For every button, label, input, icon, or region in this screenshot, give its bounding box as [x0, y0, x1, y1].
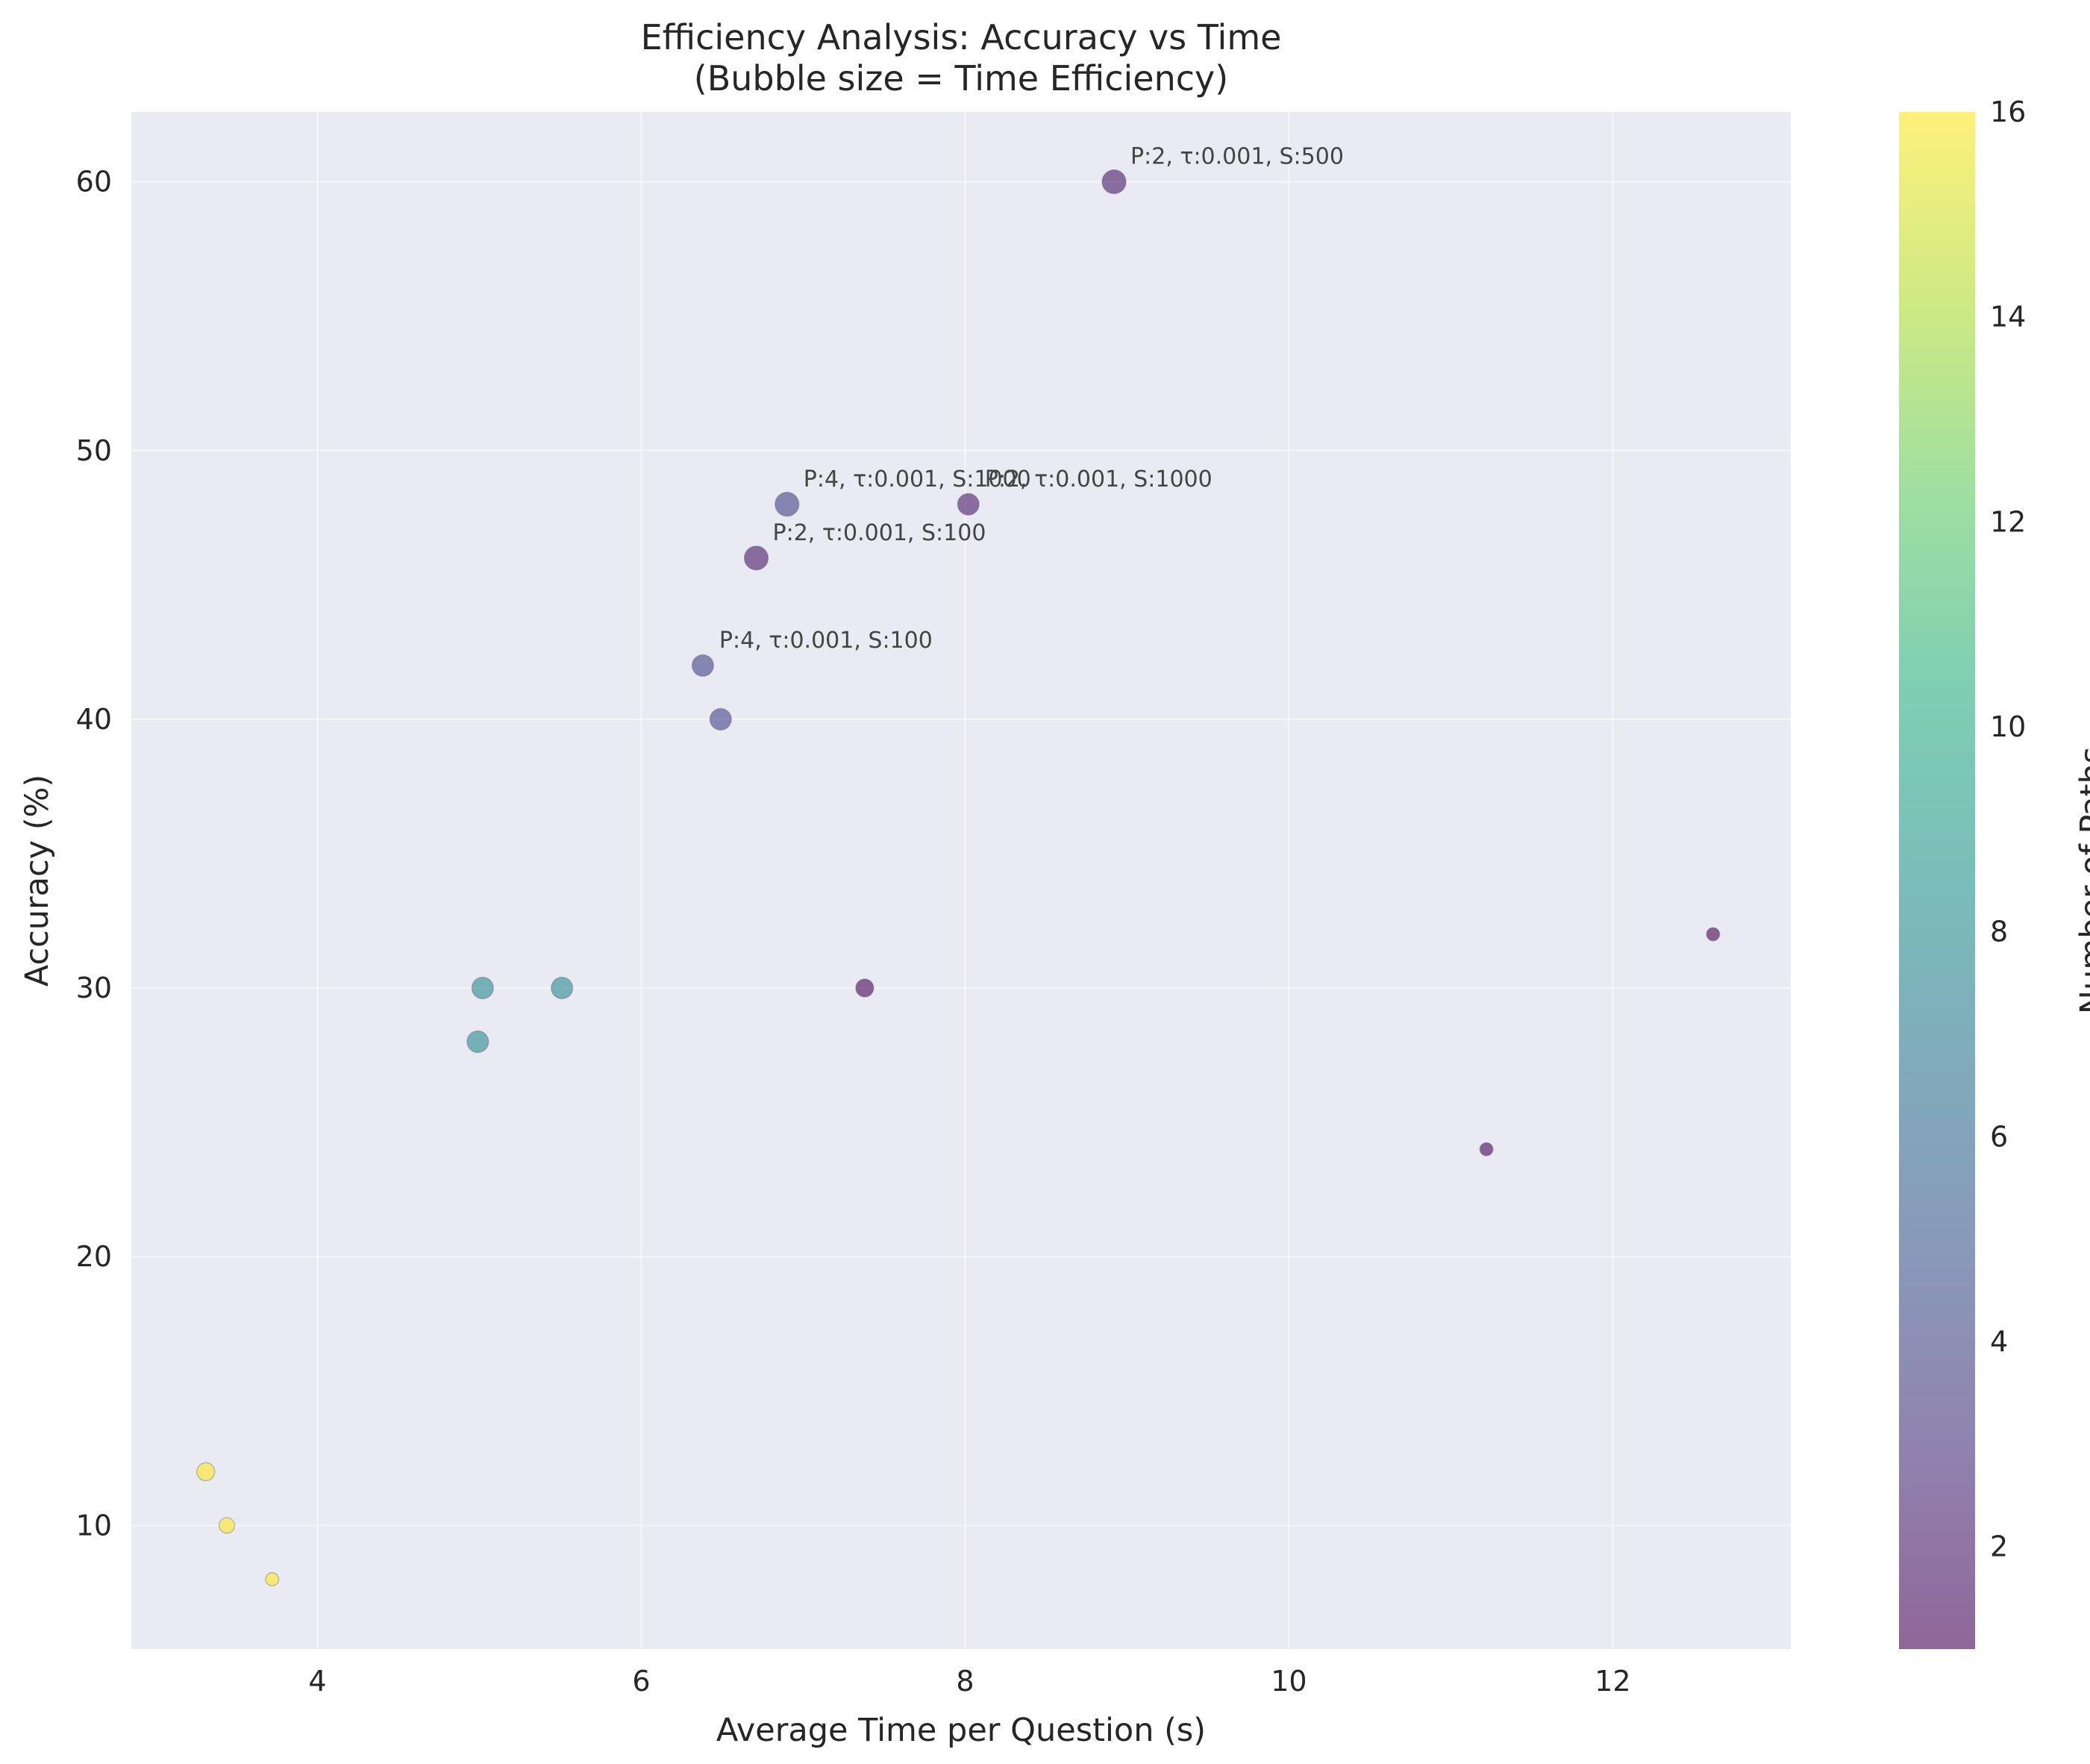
data-point — [957, 492, 980, 516]
colorbar-tick-labels: 2 4 6 8 10 12 14 16 — [1990, 96, 2026, 1563]
data-point — [466, 1030, 489, 1054]
colorbar-tick-label: 10 — [1990, 710, 2026, 743]
y-tick-label: 40 — [76, 703, 112, 736]
point-annotation: P:2, τ:0.001, S:500 — [1130, 144, 1344, 170]
point-annotation: P:4, τ:0.001, S:100 — [719, 628, 933, 654]
colorbar-tick-label: 6 — [1990, 1120, 2008, 1153]
data-point — [709, 707, 732, 731]
y-tick-labels: 10 20 30 40 50 60 — [76, 166, 112, 1542]
x-tick-label: 6 — [632, 1665, 650, 1698]
data-point — [855, 978, 875, 998]
data-point — [196, 1462, 216, 1482]
colorbar-tick-label: 16 — [1990, 96, 2026, 128]
x-tick-label: 10 — [1271, 1665, 1307, 1698]
point-annotation: P:2, τ:0.001, S:1000 — [985, 466, 1213, 492]
data-points — [196, 169, 1721, 1586]
data-point — [1706, 927, 1721, 942]
x-tick-label: 4 — [308, 1665, 326, 1698]
y-tick-label: 60 — [76, 166, 112, 198]
x-axis-label: Average Time per Question (s) — [716, 1712, 1206, 1749]
y-tick-label: 30 — [76, 972, 112, 1004]
colorbar-tick-label: 2 — [1990, 1530, 2008, 1563]
y-tick-label: 50 — [76, 434, 112, 467]
y-tick-label: 10 — [76, 1509, 112, 1542]
data-point — [743, 545, 769, 571]
data-point — [1101, 169, 1127, 195]
point-annotation: P:2, τ:0.001, S:100 — [773, 520, 986, 546]
x-tick-label: 12 — [1595, 1665, 1630, 1698]
x-tick-labels: 4 6 8 10 12 — [308, 1665, 1630, 1698]
colorbar-label: Number of Paths — [2074, 747, 2090, 1014]
data-point — [1479, 1142, 1494, 1157]
data-point — [551, 976, 574, 1000]
y-tick-label: 20 — [76, 1240, 112, 1273]
y-axis-label: Accuracy (%) — [19, 775, 56, 986]
chart-subtitle: (Bubble size = Time Efficiency) — [694, 58, 1228, 98]
data-point — [265, 1571, 280, 1586]
data-point — [471, 976, 494, 1000]
colorbar — [1899, 112, 1975, 1649]
colorbar-tick-label: 12 — [1990, 505, 2026, 538]
data-point — [775, 492, 800, 517]
plot-area — [131, 112, 1791, 1649]
data-point — [691, 654, 715, 678]
grid — [131, 112, 1791, 1649]
colorbar-tick-label: 14 — [1990, 301, 2026, 334]
point-annotation: P:4, τ:0.001, S:1000 — [804, 466, 1031, 492]
data-point — [218, 1517, 236, 1534]
chart-title: Efficiency Analysis: Accuracy vs Time — [641, 17, 1282, 57]
colorbar-tick-label: 4 — [1990, 1325, 2008, 1358]
colorbar-tick-label: 8 — [1990, 916, 2008, 948]
x-tick-label: 8 — [956, 1665, 974, 1698]
